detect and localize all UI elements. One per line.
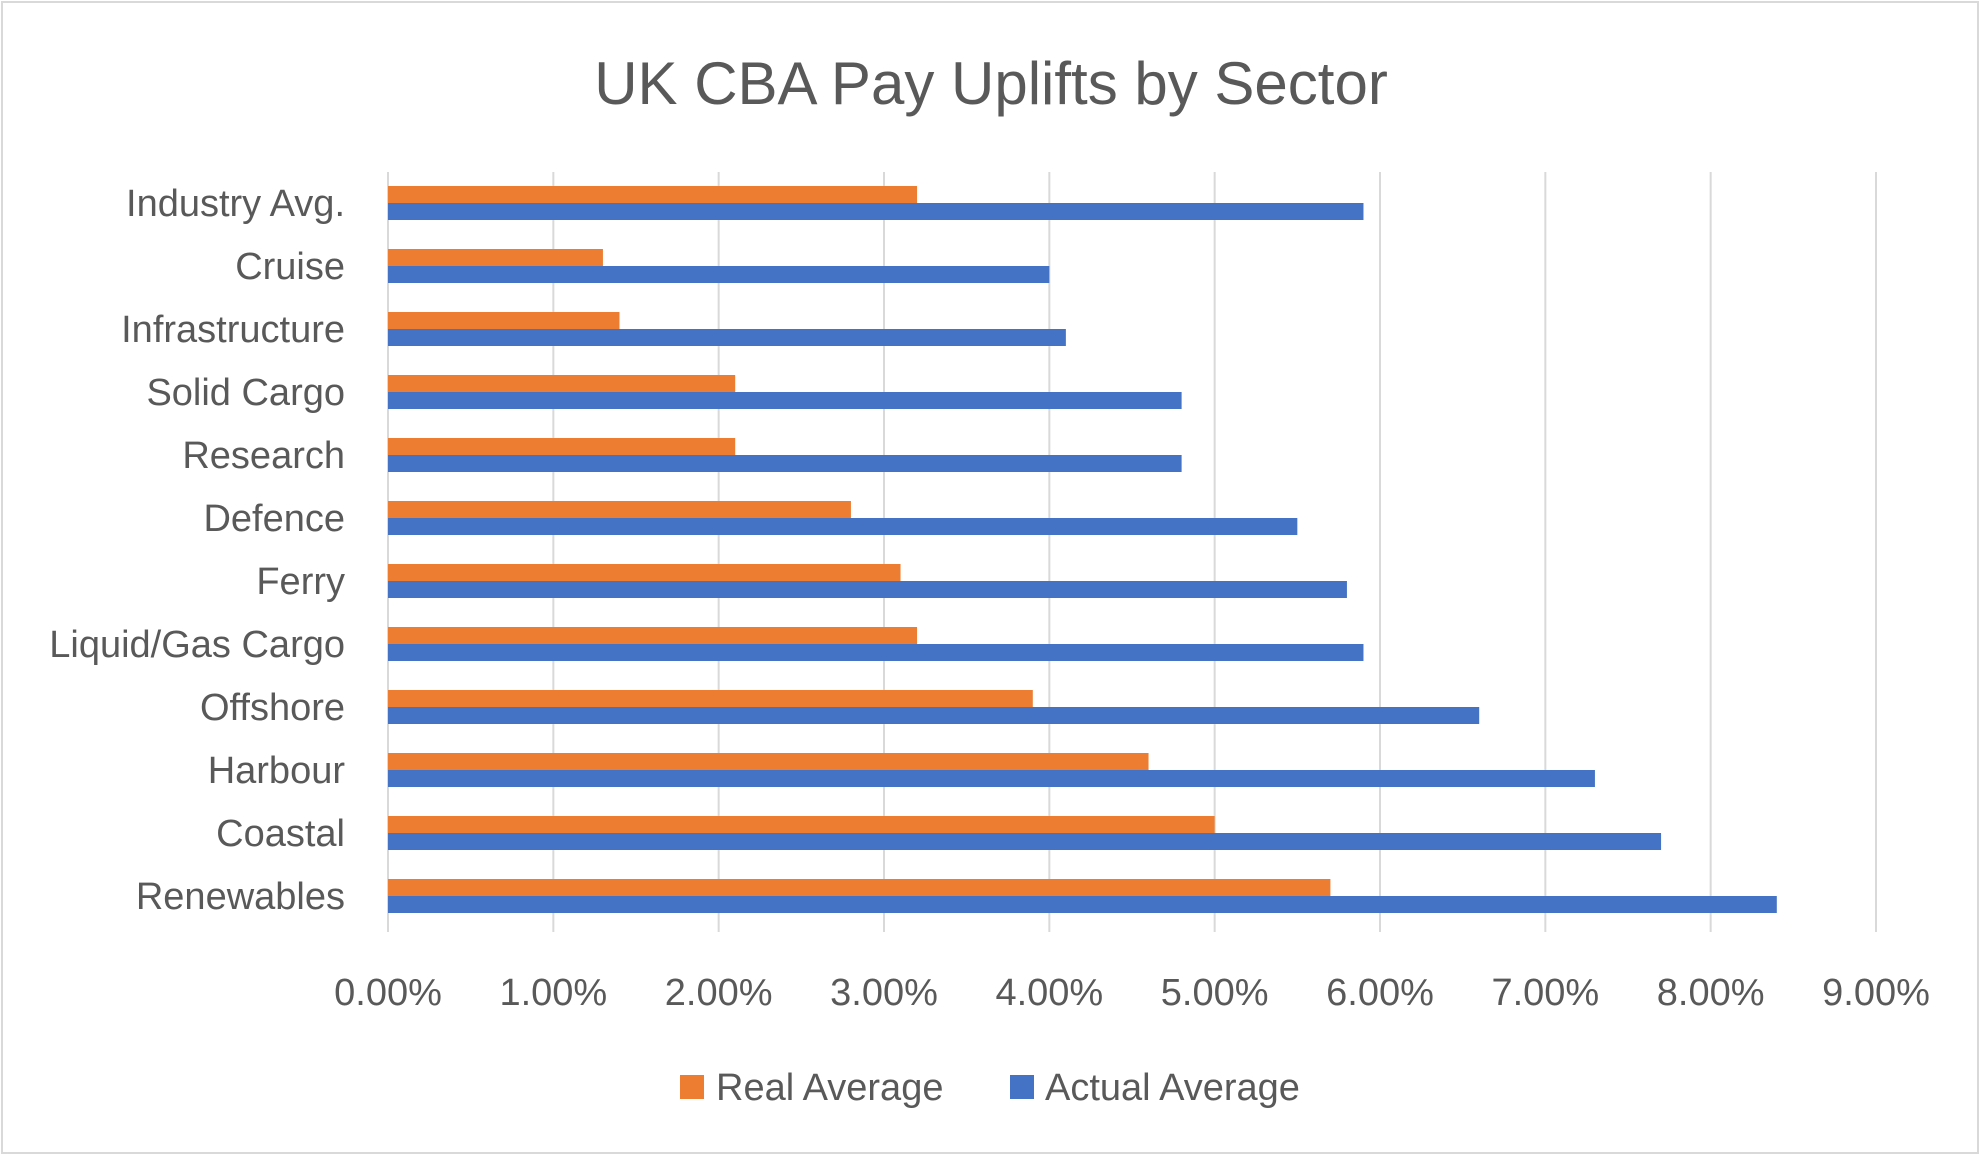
bars	[388, 186, 1777, 913]
bar-real-average	[388, 375, 736, 392]
bar-real-average	[388, 438, 736, 455]
bar-actual-average	[388, 455, 1182, 472]
bar-actual-average	[388, 833, 1662, 850]
category-labels: Industry Avg. Cruise Infrastructure Solid C…	[49, 183, 345, 918]
bar-actual-average	[388, 896, 1777, 913]
x-tick-label: 3.00%	[830, 972, 938, 1014]
legend-label: Real Average	[716, 1067, 943, 1109]
bar-real-average	[388, 186, 918, 203]
bar-actual-average	[388, 518, 1298, 535]
category-label: Infrastructure	[121, 309, 345, 351]
x-tick-label: 7.00%	[1491, 972, 1599, 1014]
legend-swatch	[680, 1075, 704, 1099]
bar-real-average	[388, 816, 1215, 833]
x-tick-label: 5.00%	[1161, 972, 1269, 1014]
bar-real-average	[388, 501, 851, 518]
bar-actual-average	[388, 203, 1364, 220]
category-label: Coastal	[216, 813, 345, 855]
x-tick-label: 2.00%	[665, 972, 773, 1014]
x-tick-label: 9.00%	[1822, 972, 1930, 1014]
gridlines	[387, 172, 1877, 932]
bar-actual-average	[388, 329, 1066, 346]
legend-label: Actual Average	[1045, 1067, 1300, 1109]
bar-real-average	[388, 753, 1149, 770]
bar-real-average	[388, 690, 1033, 707]
bar-actual-average	[388, 266, 1050, 283]
bar-actual-average	[388, 644, 1364, 661]
bar-real-average	[388, 564, 901, 581]
category-label: Defence	[203, 498, 345, 540]
x-tick-label: 1.00%	[499, 972, 607, 1014]
bar-real-average	[388, 879, 1331, 896]
category-label: Research	[182, 435, 345, 477]
category-label: Liquid/Gas Cargo	[49, 624, 345, 666]
category-label: Offshore	[200, 687, 345, 729]
x-tick-label: 4.00%	[995, 972, 1103, 1014]
x-tick-label: 8.00%	[1657, 972, 1765, 1014]
chart-title: UK CBA Pay Uplifts by Sector	[594, 50, 1388, 117]
legend-swatch	[1010, 1075, 1034, 1099]
category-label: Cruise	[235, 246, 345, 288]
category-label: Renewables	[136, 876, 345, 918]
bar-real-average	[388, 627, 918, 644]
x-axis-tick-labels: 0.00% 1.00% 2.00% 3.00% 4.00% 5.00% 6.00% 7.00%…	[334, 972, 1930, 1014]
bar-actual-average	[388, 707, 1480, 724]
bar-actual-average	[388, 392, 1182, 409]
bar-real-average	[388, 312, 620, 329]
bar-real-average	[388, 249, 603, 266]
category-label: Ferry	[256, 561, 345, 603]
x-tick-label: 0.00%	[334, 972, 442, 1014]
x-tick-label: 6.00%	[1326, 972, 1434, 1014]
category-label: Harbour	[208, 750, 346, 792]
legend: Real Average Actual Average	[680, 1067, 1300, 1109]
category-label: Industry Avg.	[126, 183, 345, 225]
bar-actual-average	[388, 581, 1347, 598]
category-label: Solid Cargo	[146, 372, 345, 414]
bar-actual-average	[388, 770, 1595, 787]
